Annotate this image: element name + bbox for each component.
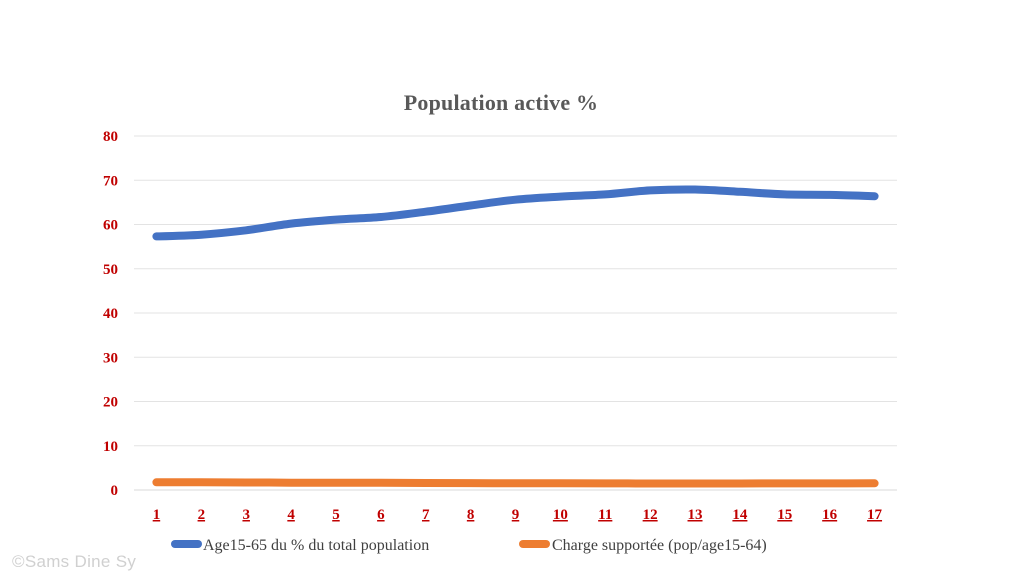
x-axis-ticks: 1 2 3 4 5 6 7 8 9 10 11 12 13 14 15 16 17 [153, 507, 883, 523]
x-tick-label: 4 [287, 507, 295, 523]
x-tick-label: 8 [467, 507, 475, 523]
x-tick-label: 5 [332, 507, 340, 523]
x-tick-label: 12 [643, 507, 658, 523]
y-tick-label: 10 [103, 439, 118, 455]
x-tick-label: 9 [512, 507, 520, 523]
x-tick-label: 17 [867, 507, 883, 523]
x-tick-label: 10 [553, 507, 568, 523]
x-tick-label: 16 [822, 507, 838, 523]
y-tick-label: 0 [111, 483, 119, 499]
x-tick-label: 7 [422, 507, 430, 523]
x-tick-label: 13 [688, 507, 703, 523]
legend: Age15-65 du % du total population Charge … [171, 537, 767, 554]
x-tick-label: 11 [598, 507, 612, 523]
series-line-1 [152, 185, 879, 241]
y-tick-label: 20 [103, 395, 118, 411]
series-lines [152, 185, 879, 488]
x-tick-label: 14 [732, 507, 748, 523]
y-tick-label: 70 [103, 173, 118, 189]
series-line-2 [152, 478, 879, 488]
x-tick-label: 1 [153, 507, 161, 523]
x-tick-label: 3 [242, 507, 250, 523]
y-tick-label: 30 [103, 350, 118, 366]
x-tick-label: 6 [377, 507, 385, 523]
y-tick-label: 80 [103, 129, 118, 145]
y-tick-label: 40 [103, 306, 118, 322]
legend-label-2: Charge supportée (pop/age15-64) [552, 537, 767, 554]
legend-label-1: Age15-65 du % du total population [203, 537, 429, 554]
x-tick-label: 2 [198, 507, 206, 523]
y-tick-label: 50 [103, 262, 118, 278]
y-tick-label: 60 [103, 218, 118, 234]
y-axis-ticks: 0 10 20 30 40 50 60 70 80 [103, 129, 118, 499]
x-tick-label: 15 [777, 507, 792, 523]
watermark: ©Sams Dine Sy [12, 552, 137, 571]
chart-title: Population active % [403, 90, 599, 115]
gridlines [134, 135, 897, 491]
